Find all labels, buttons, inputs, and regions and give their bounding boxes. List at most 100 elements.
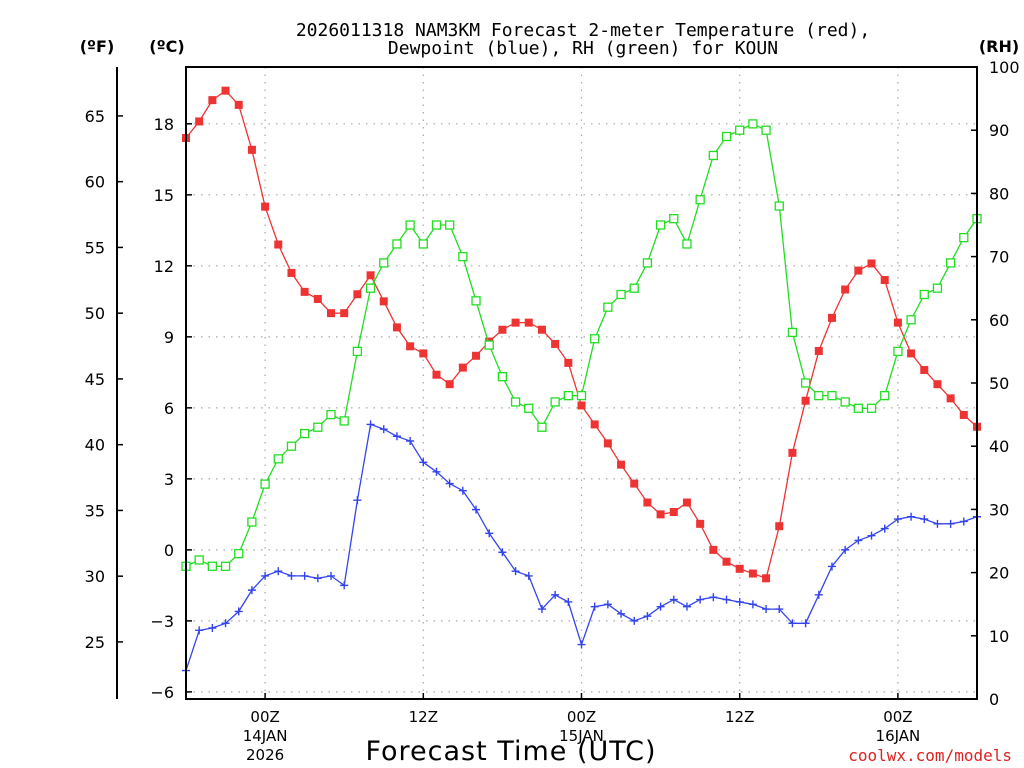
2-meter-temperature-point	[353, 290, 362, 299]
dewpoint-point	[788, 619, 797, 628]
fahrenheit-tick-label: 50	[85, 304, 105, 323]
rh-tick-label: 10	[989, 627, 1009, 646]
celsius-tick-label: 15	[154, 186, 174, 205]
dewpoint-point	[208, 623, 217, 632]
dewpoint-point	[379, 425, 388, 434]
2-meter-temperature-point	[564, 358, 573, 367]
dewpoint-point	[195, 626, 204, 635]
fahrenheit-tick-label: 65	[85, 107, 105, 126]
dewpoint-point	[221, 619, 230, 628]
dewpoint-point	[274, 567, 283, 576]
unit-label-rh: (RH)	[979, 37, 1019, 56]
dewpoint-point	[617, 609, 626, 618]
dewpoint-point	[247, 586, 256, 595]
chart-title-line2: Dewpoint (blue), RH (green) for KOUN	[388, 38, 778, 59]
rh-point	[945, 258, 956, 268]
dewpoint-point	[854, 536, 863, 545]
dewpoint-point	[841, 545, 850, 554]
2-meter-temperature-point	[419, 349, 428, 358]
rh-tick-label: 90	[989, 121, 1009, 140]
fahrenheit-tick-label: 40	[85, 436, 105, 455]
dewpoint-point	[682, 602, 691, 611]
rh-point	[273, 454, 283, 464]
dewpoint-point	[748, 600, 757, 609]
rh-point	[590, 334, 600, 344]
2-meter-temperature-point	[524, 318, 533, 327]
rh-point	[484, 340, 494, 350]
2-meter-temperature-point	[537, 325, 546, 334]
dewpoint-point	[551, 590, 560, 599]
2-meter-temperature-line	[185, 89, 978, 580]
series-layer	[181, 86, 982, 675]
rh-point	[431, 220, 442, 230]
2-meter-temperature-point	[709, 545, 718, 554]
2-meter-temperature-point	[722, 557, 731, 566]
rh-point	[853, 403, 863, 413]
x-tick-label: 00Z	[250, 708, 279, 726]
2-meter-temperature-point	[907, 349, 916, 358]
rh-point	[524, 403, 534, 413]
x-tick-label: 12Z	[725, 708, 754, 726]
dewpoint-point	[392, 432, 401, 441]
2-meter-temperature-point	[287, 268, 296, 277]
rh-point	[880, 390, 890, 401]
2-meter-temperature-point	[630, 479, 639, 488]
2-meter-temperature-point	[643, 498, 652, 507]
series-dewpoint	[182, 420, 981, 675]
rh-point	[655, 220, 666, 230]
dewpoint-point	[907, 512, 916, 521]
series-2-meter-temperature	[182, 86, 981, 583]
2-meter-temperature-point	[300, 287, 309, 296]
2-meter-temperature-point	[933, 380, 942, 389]
rh-point	[418, 239, 428, 249]
rh-tick-label: 60	[989, 311, 1009, 330]
celsius-tick-label: −3	[150, 612, 174, 631]
dewpoint-point	[603, 600, 612, 609]
dewpoint-point	[261, 571, 270, 580]
rh-tick-label: 50	[989, 374, 1009, 393]
2-meter-temperature-point	[340, 309, 349, 318]
celsius-tick-label: 0	[164, 541, 174, 560]
x-date-label: 16JAN	[876, 727, 921, 745]
rh-point	[299, 428, 310, 439]
dewpoint-point	[630, 616, 639, 625]
dewpoint-point	[814, 590, 823, 599]
rh-point	[471, 296, 481, 306]
dewpoint-point	[656, 602, 665, 611]
credit-text: coolwx.com/models	[848, 746, 1012, 765]
2-meter-temperature-point	[274, 240, 283, 249]
2-meter-temperature-point	[511, 318, 520, 327]
rh-point	[959, 232, 969, 243]
rh-point	[576, 390, 587, 401]
2-meter-temperature-point	[261, 202, 270, 211]
x-date-label: 14JAN	[243, 727, 288, 745]
rh-point	[379, 258, 389, 268]
rh-point	[550, 397, 560, 407]
rh-point	[603, 302, 613, 312]
dewpoint-point	[340, 581, 349, 590]
rh-point	[761, 125, 771, 135]
2-meter-temperature-point	[406, 342, 415, 351]
fahrenheit-tick-label: 35	[85, 501, 105, 520]
rh-tick-label: 0	[989, 690, 999, 709]
2-meter-temperature-point	[867, 259, 876, 268]
fahrenheit-tick-label: 60	[85, 173, 105, 192]
rh-point	[906, 315, 916, 325]
dewpoint-point	[735, 597, 744, 606]
dewpoint-point	[722, 595, 731, 604]
dewpoint-point	[709, 593, 718, 602]
2-meter-temperature-point	[458, 363, 467, 372]
dewpoint-point	[327, 571, 336, 580]
2-meter-temperature-point	[577, 401, 586, 410]
dewpoint-point	[472, 505, 481, 514]
x-tick-label: 12Z	[409, 708, 438, 726]
grid-lines	[186, 67, 977, 699]
x-tick-label: 00Z	[883, 708, 912, 726]
celsius-tick-label: 9	[164, 328, 174, 347]
2-meter-temperature-point	[735, 564, 744, 573]
dewpoint-point	[827, 562, 836, 571]
rh-point	[616, 289, 626, 300]
chart-title-line1: 2026011318 NAM3KM Forecast 2-meter Tempe…	[296, 20, 870, 41]
